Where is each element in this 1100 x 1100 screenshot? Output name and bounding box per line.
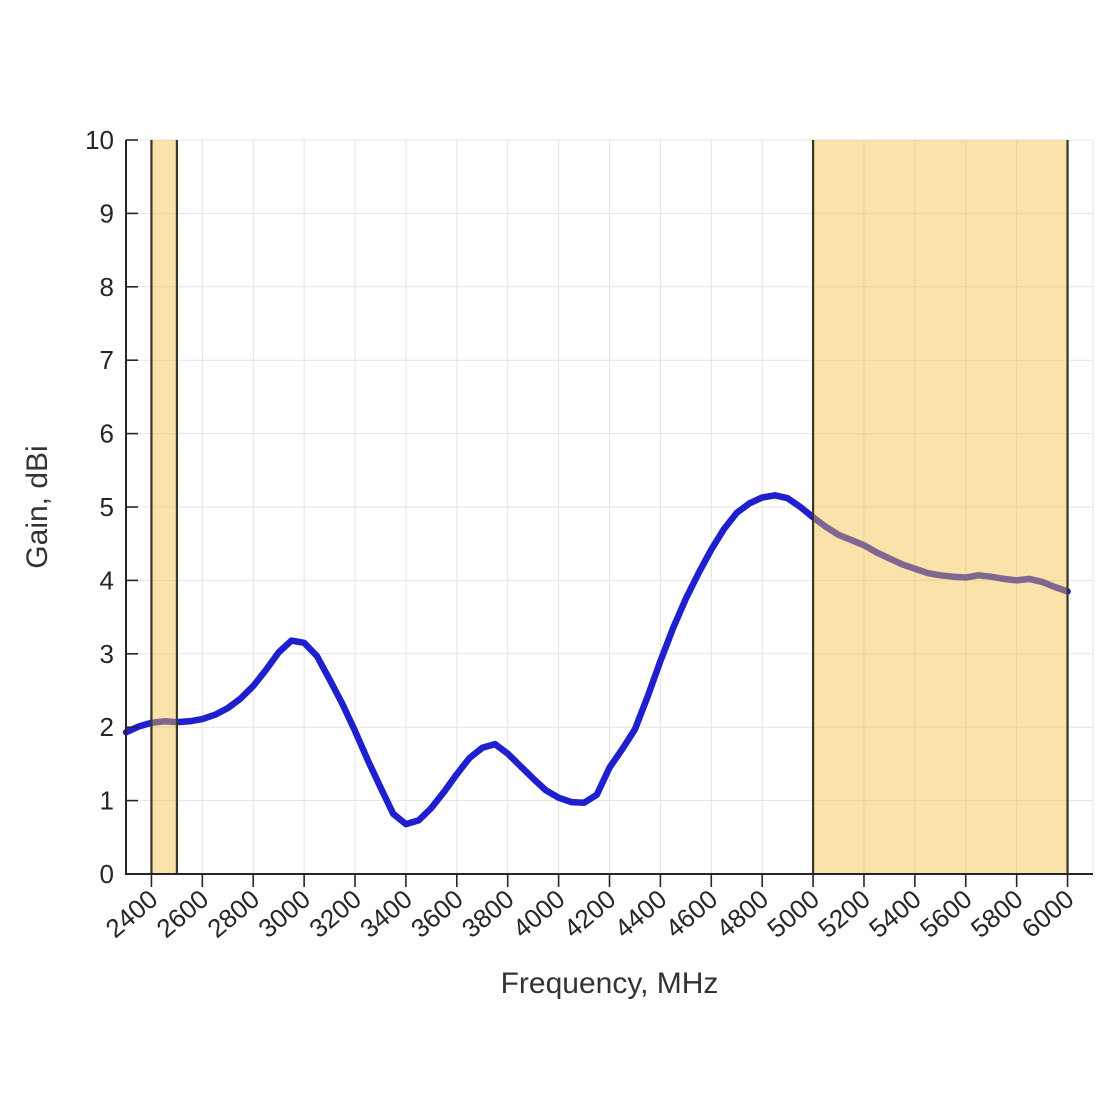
x-tick-label: 2800 [201, 884, 265, 944]
x-tick-label: 5200 [812, 884, 876, 944]
x-tick-label: 2400 [100, 884, 164, 944]
x-tick-label: 4600 [660, 884, 724, 944]
band-5000-6000 [813, 140, 1068, 874]
x-tick-label: 5800 [965, 884, 1029, 944]
x-tick-label: 4400 [609, 884, 673, 944]
y-tick-label: 1 [100, 786, 114, 816]
x-tick-label: 4800 [710, 884, 774, 944]
x-tick-label: 3000 [252, 884, 316, 944]
x-tick-label: 4200 [558, 884, 622, 944]
y-axis-label: Gain, dBi [21, 445, 54, 568]
y-tick-label: 5 [100, 492, 114, 522]
band-2400-2500 [151, 140, 177, 874]
y-tick-label: 4 [100, 565, 114, 595]
x-axis-label: Frequency, MHz [501, 967, 719, 1000]
gain-curve [122, 492, 1071, 828]
x-tick-label: 3600 [405, 884, 469, 944]
x-tick-label: 3800 [456, 884, 520, 944]
y-tick-label: 7 [100, 345, 114, 375]
x-tick-label: 5400 [863, 884, 927, 944]
y-tick-label: 3 [100, 639, 114, 669]
y-tick-label: 6 [100, 419, 114, 449]
x-tick-label: 5600 [914, 884, 978, 944]
y-tick-label: 0 [100, 859, 114, 889]
x-tick-label: 2600 [151, 884, 215, 944]
y-tick-label: 9 [100, 198, 114, 228]
x-tick-label: 3400 [354, 884, 418, 944]
x-tick-label: 4000 [507, 884, 571, 944]
y-tick-label: 2 [100, 712, 114, 742]
y-tick-label: 10 [85, 125, 114, 155]
y-tick-label: 8 [100, 272, 114, 302]
x-tick-label: 5000 [761, 884, 825, 944]
x-tick-label: 3200 [303, 884, 367, 944]
x-tick-label: 6000 [1016, 884, 1080, 944]
